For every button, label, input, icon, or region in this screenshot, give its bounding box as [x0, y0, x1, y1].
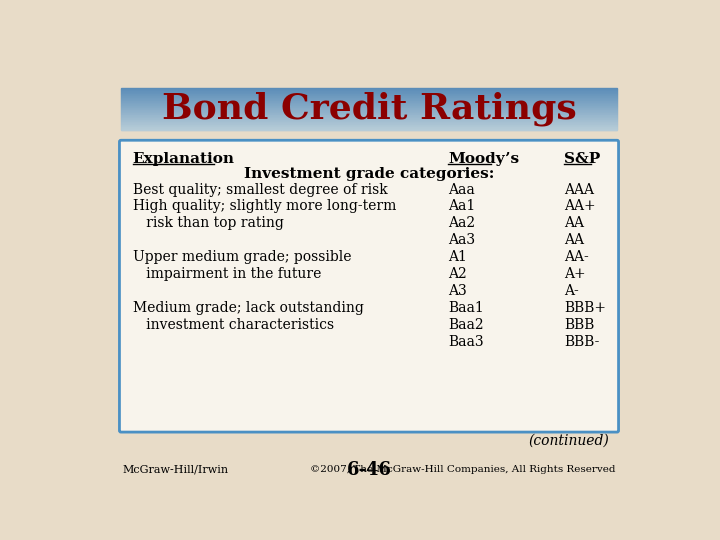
FancyBboxPatch shape	[120, 140, 618, 432]
Bar	[121, 94, 617, 95]
Bar	[121, 116, 617, 117]
Text: A3: A3	[448, 284, 467, 298]
Text: AAA: AAA	[564, 183, 594, 197]
Bar	[121, 123, 617, 124]
Bar	[121, 112, 617, 113]
Text: impairment in the future: impairment in the future	[132, 267, 321, 281]
Bar	[121, 97, 617, 98]
Text: Medium grade; lack outstanding: Medium grade; lack outstanding	[132, 301, 364, 315]
Bar	[121, 105, 617, 106]
Bar	[121, 99, 617, 100]
Text: Best quality; smallest degree of risk: Best quality; smallest degree of risk	[132, 183, 387, 197]
Text: A+: A+	[564, 267, 586, 281]
Bar	[121, 125, 617, 126]
Text: AA: AA	[564, 233, 585, 247]
Text: Investment grade categories:: Investment grade categories:	[244, 167, 494, 181]
Bar	[121, 92, 617, 93]
Bar	[121, 103, 617, 104]
Text: High quality; slightly more long-term: High quality; slightly more long-term	[132, 199, 396, 213]
Bar	[121, 91, 617, 92]
Bar	[121, 128, 617, 129]
Bar	[121, 109, 617, 110]
Text: Aa3: Aa3	[448, 233, 475, 247]
Text: BBB+: BBB+	[564, 301, 606, 315]
Text: BBB-: BBB-	[564, 335, 600, 349]
Bar	[121, 107, 617, 109]
Bar	[121, 120, 617, 121]
Bar	[121, 114, 617, 116]
Text: Bond Credit Ratings: Bond Credit Ratings	[161, 92, 577, 126]
Bar	[121, 126, 617, 127]
Bar	[121, 106, 617, 107]
Text: Baa1: Baa1	[448, 301, 484, 315]
Bar	[121, 89, 617, 90]
Text: A1: A1	[448, 251, 467, 264]
Text: S&P: S&P	[564, 152, 600, 166]
Bar	[121, 113, 617, 114]
Text: McGraw-Hill/Irwin: McGraw-Hill/Irwin	[122, 465, 229, 475]
Text: investment characteristics: investment characteristics	[132, 318, 334, 332]
Bar	[121, 93, 617, 94]
Text: A2: A2	[448, 267, 467, 281]
Bar	[121, 124, 617, 125]
Text: BBB: BBB	[564, 318, 595, 332]
Text: Moody’s: Moody’s	[448, 152, 519, 166]
Text: Aaa: Aaa	[448, 183, 474, 197]
Bar	[121, 121, 617, 122]
Text: Baa3: Baa3	[448, 335, 484, 349]
Text: A-: A-	[564, 284, 579, 298]
Bar	[121, 111, 617, 112]
Bar	[121, 118, 617, 119]
Bar	[121, 98, 617, 99]
Bar	[121, 104, 617, 105]
Bar	[121, 127, 617, 128]
Text: AA: AA	[564, 217, 585, 231]
Bar	[121, 129, 617, 130]
Text: 6-46: 6-46	[346, 461, 392, 479]
Text: (continued): (continued)	[528, 434, 609, 448]
Text: AA-: AA-	[564, 251, 589, 264]
Bar	[121, 88, 617, 89]
Bar	[121, 102, 617, 103]
Text: Aa2: Aa2	[448, 217, 475, 231]
Text: Baa2: Baa2	[448, 318, 484, 332]
Text: ©2007, The McGraw-Hill Companies, All Rights Reserved: ©2007, The McGraw-Hill Companies, All Ri…	[310, 465, 616, 474]
Text: AA+: AA+	[564, 199, 596, 213]
Bar	[121, 100, 617, 102]
Bar	[121, 95, 617, 96]
Bar	[121, 96, 617, 97]
Bar	[121, 117, 617, 118]
Bar	[121, 110, 617, 111]
Bar	[121, 90, 617, 91]
Text: Explanation: Explanation	[132, 152, 235, 166]
Text: risk than top rating: risk than top rating	[132, 217, 284, 231]
Text: Upper medium grade; possible: Upper medium grade; possible	[132, 251, 351, 264]
Bar	[121, 119, 617, 120]
Text: Aa1: Aa1	[448, 199, 475, 213]
Bar	[121, 122, 617, 123]
